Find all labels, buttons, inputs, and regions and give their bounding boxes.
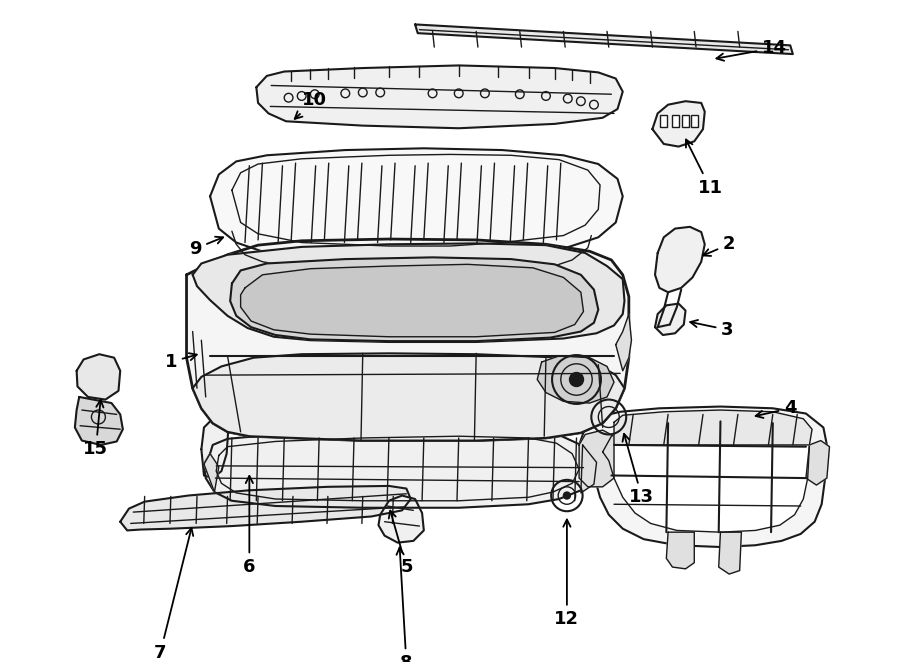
- Polygon shape: [603, 422, 809, 532]
- Polygon shape: [204, 453, 219, 492]
- Bar: [671, 115, 679, 127]
- Polygon shape: [379, 496, 424, 543]
- Text: 5: 5: [389, 510, 412, 576]
- Polygon shape: [193, 244, 625, 342]
- Text: 1: 1: [165, 353, 197, 371]
- Polygon shape: [614, 410, 812, 445]
- Polygon shape: [580, 445, 597, 493]
- Text: 14: 14: [716, 39, 787, 61]
- Polygon shape: [230, 258, 598, 341]
- Polygon shape: [652, 101, 705, 146]
- Polygon shape: [240, 264, 583, 337]
- Text: 8: 8: [397, 547, 413, 662]
- Polygon shape: [655, 227, 705, 292]
- Bar: [661, 115, 667, 127]
- Polygon shape: [202, 419, 229, 478]
- Text: 13: 13: [623, 434, 654, 506]
- Polygon shape: [204, 429, 591, 508]
- Polygon shape: [537, 356, 614, 403]
- Text: 11: 11: [686, 140, 723, 197]
- Text: 2: 2: [703, 235, 735, 256]
- Polygon shape: [806, 441, 830, 485]
- Polygon shape: [616, 314, 632, 371]
- Polygon shape: [415, 24, 793, 54]
- Polygon shape: [210, 148, 623, 261]
- Circle shape: [563, 492, 571, 499]
- Circle shape: [570, 373, 583, 387]
- Polygon shape: [76, 354, 121, 400]
- Text: 6: 6: [243, 476, 256, 576]
- Polygon shape: [256, 66, 623, 128]
- Polygon shape: [655, 304, 686, 335]
- Polygon shape: [719, 532, 742, 574]
- Polygon shape: [121, 486, 410, 530]
- Text: 15: 15: [84, 400, 108, 458]
- Text: 10: 10: [294, 91, 328, 119]
- Bar: [691, 115, 698, 127]
- Polygon shape: [666, 532, 694, 569]
- Text: 12: 12: [554, 520, 580, 628]
- Polygon shape: [579, 430, 614, 487]
- Bar: [682, 115, 689, 127]
- Polygon shape: [75, 397, 122, 445]
- Text: 4: 4: [756, 399, 796, 418]
- Text: 9: 9: [189, 237, 223, 258]
- Polygon shape: [186, 239, 629, 441]
- Polygon shape: [193, 354, 625, 441]
- Text: 3: 3: [690, 320, 734, 339]
- Text: 7: 7: [154, 528, 194, 661]
- Polygon shape: [579, 406, 827, 547]
